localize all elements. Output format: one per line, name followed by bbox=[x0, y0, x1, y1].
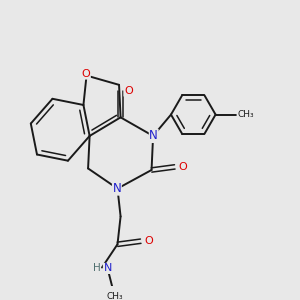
Text: O: O bbox=[144, 236, 153, 246]
Text: N: N bbox=[112, 182, 121, 195]
Text: CH₃: CH₃ bbox=[106, 292, 123, 300]
Text: O: O bbox=[124, 86, 133, 96]
Text: H: H bbox=[93, 263, 100, 273]
Text: O: O bbox=[178, 162, 187, 172]
Text: N: N bbox=[103, 263, 112, 273]
Text: CH₃: CH₃ bbox=[237, 110, 254, 119]
Text: O: O bbox=[82, 69, 90, 79]
Text: N: N bbox=[149, 129, 158, 142]
